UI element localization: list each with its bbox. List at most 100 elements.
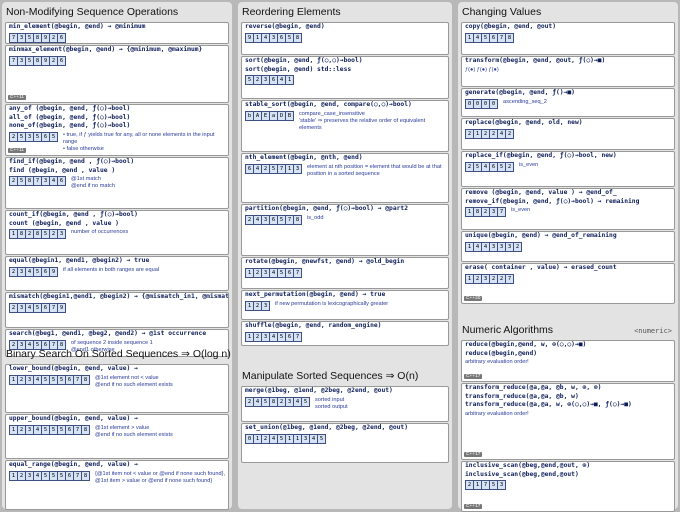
signature: set_union(@1beg, @1end, @2beg, @2end, @o… [245, 424, 409, 431]
signature: copy(@begin, @end, @out) [465, 23, 556, 30]
note: {@1st item not < value or @end if none s… [95, 470, 225, 477]
signature: any_of (@begin, @end, ƒ(○)→bool) [9, 105, 131, 112]
cell: 2 [513, 241, 522, 252]
note: @1st element > value [95, 424, 150, 431]
note: @1st element not < value [95, 374, 159, 381]
signature: erase( container , value) → erased_count [465, 264, 617, 271]
version-tag: C++17 [464, 374, 483, 379]
section-title: Numeric Algorithms [462, 324, 554, 336]
notes: is_odd [307, 215, 445, 222]
cell: 1 [285, 75, 294, 85]
cell: 7 [293, 267, 302, 278]
cell: B [285, 110, 294, 121]
signature: all_of (@begin, @end, ƒ(○)→bool) [9, 113, 131, 121]
algorithm-card: transform(@begin, @end, @out, ƒ(○)→■) ƒ(●… [461, 56, 675, 87]
note: of sequence 2 inside sequence 1 [71, 339, 153, 346]
example-row: 1 2 3 4 5 5 5 6 7 8 {@1st item not < value or @end… [6, 470, 228, 486]
note: arbitrary evaluation order! [465, 359, 529, 365]
signature: rotate(@begin, @newfst, @end) → @old_beg… [245, 258, 405, 265]
signature: search(@beg1, @end1, @beg2, @end2) → @1s… [9, 330, 207, 337]
signature: remove (@begin, @end, value ) → @end_of_ [465, 189, 617, 196]
signature: sort(@begin, @end) std::less [245, 65, 352, 73]
notes: @1st match @end if no match [71, 176, 225, 190]
signature: stable_sort(@begin, @end, compare(○,○)→b… [245, 101, 412, 108]
notes: @1st element not < value @end if no such … [95, 375, 225, 389]
notes: sorted input sorted output [315, 397, 445, 411]
cell: 8 [81, 374, 90, 385]
cell: 8 [57, 339, 66, 350]
algorithm-card: partition(@begin, @end, ƒ(○)→bool) → @pa… [241, 204, 449, 256]
signature: inclusive_scan(@beg,@end,@out) [465, 470, 579, 478]
signature: upper_bound(@begin, @end, value) → [9, 415, 138, 422]
note: is_odd [307, 214, 324, 221]
algorithm-card: count_if(@begin, @end , ƒ(○)→bool) count … [5, 210, 229, 255]
signature: minmax_element(@begin, @end) → {@minimum… [9, 46, 203, 53]
notes: compare_case_insensitive'stable' ⇒ prese… [299, 111, 445, 132]
algorithm-card: mismatch(@begin1,@end1, @begin2) → {@mis… [5, 292, 229, 328]
cell: 8 [81, 470, 90, 481]
algorithm-card: set_union(@1beg, @1end, @2beg, @2end, @o… [241, 423, 449, 463]
signature: transform_reduce(@a,@a, @b, w) [465, 392, 579, 400]
note: ƒ(●) ƒ(●) ƒ(●) [465, 66, 499, 73]
note: is_even [519, 161, 539, 168]
algorithm-card: merge(@1beg, @1end, @2beg, @2end, @out) 2… [241, 386, 449, 422]
signature: equal(@begin1, @end1, @begin2) → true [9, 257, 150, 264]
example-row: 1 2 3 4 5 5 5 6 7 8 @1st element not < value @end i… [6, 374, 228, 390]
notes: arbitrary evaluation order! [465, 411, 671, 418]
notes: {@1st item not < value or @end if none s… [95, 471, 225, 485]
note: if all elements in both ranges are equal [63, 266, 160, 273]
note: @end if no match [71, 183, 115, 189]
signature: transform_reduce(@a,@a, @b, w, ⊕, ⊗) [465, 384, 602, 391]
signature: generate(@begin, @end, ƒ()→■) [465, 89, 575, 96]
signature: replace(@begin, @end, old, new) [465, 119, 583, 126]
signature: find (@begin, @end , value ) [9, 166, 116, 174]
cell: 8 [293, 32, 302, 43]
column: Changing Values copy(@begin, @end, @out) 1… [458, 2, 678, 512]
note: compare_case_insensitive [299, 110, 365, 117]
algorithm-card: reverse(@begin, @end) 9 1 4 3 6 5 8 [241, 22, 449, 55]
signature: transform_reduce(@a,@a, w, ⊕(○,○)→■, ƒ(○… [465, 401, 632, 408]
example-row: ƒ(●) ƒ(●) ƒ(●) [462, 66, 674, 75]
example-row: 2 5 8 7 3 4 6 @1st match @end if no match [6, 175, 228, 191]
column: Reordering Elements reverse(@begin, @end)… [238, 2, 452, 509]
example-row: 2 5 4 6 5 2 is_even [462, 161, 674, 173]
example-row: 1 8 2 3 7 is_even [462, 206, 674, 218]
example-row: 2 4 3 6 5 7 8 is_odd [242, 214, 448, 226]
algorithm-card: replace_if(@begin, @end, ƒ(○)→bool, new)… [461, 151, 675, 187]
signature: next_permutation(@begin, @end) → true [245, 291, 386, 298]
example-row: 2 5 3 5 6 5 • true, if ƒ yields true for any, … [6, 131, 228, 154]
version-tag: C++17 [464, 504, 483, 509]
algorithm-card: transform_reduce(@a,@a, @b, w, ⊕, ⊗) tran… [461, 383, 675, 460]
note: • true, if ƒ yields true for any, all or… [63, 131, 215, 145]
note: sorted input [315, 396, 345, 403]
note: • false otherwise [63, 145, 104, 152]
note: sorted output [315, 403, 348, 410]
signature: none_of(@begin, @end, ƒ(○)→bool) [9, 122, 131, 129]
example-row: 6 4 2 5 7 1 3 element at nth position = element… [242, 163, 448, 179]
cell: 9 [49, 266, 58, 277]
notes: @1st element > value @end if no such elem… [95, 425, 225, 439]
